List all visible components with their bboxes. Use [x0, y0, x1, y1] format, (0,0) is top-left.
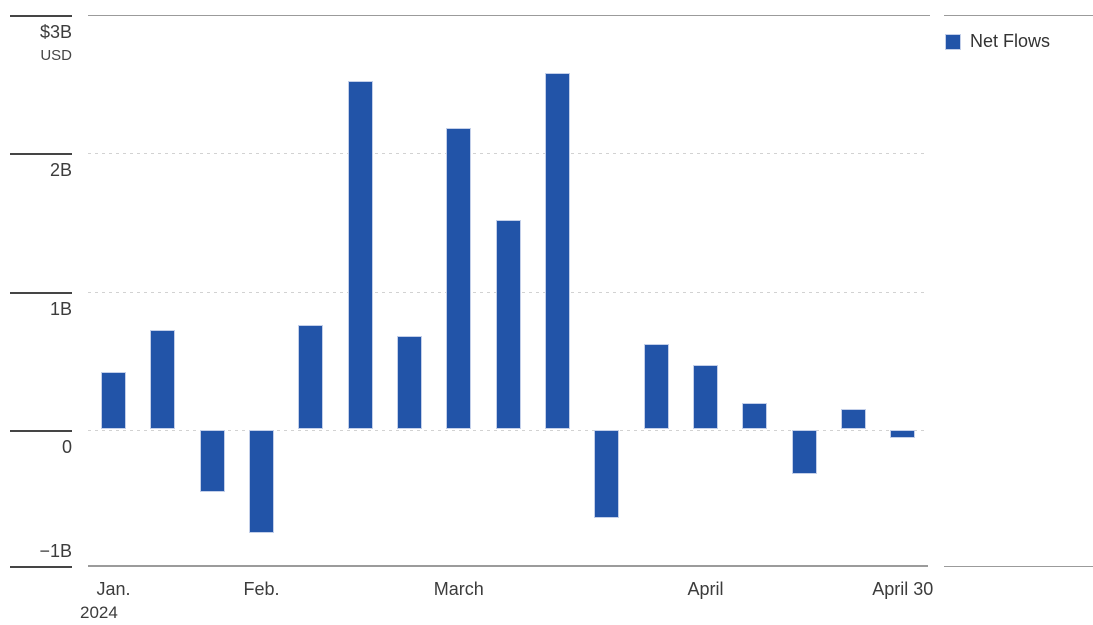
net-flows-bar[interactable]	[495, 220, 521, 430]
net-flows-bar[interactable]	[101, 371, 126, 430]
net-flows-bar[interactable]	[150, 330, 176, 430]
net-flows-bar[interactable]	[890, 429, 916, 438]
y-tick-mark	[10, 429, 72, 432]
y-tick-label: 2B	[49, 160, 72, 180]
y-tick-mark	[10, 153, 72, 155]
net-flows-bar[interactable]	[643, 344, 669, 430]
net-flows-bar[interactable]	[248, 429, 274, 533]
y-tick-mark	[10, 15, 72, 17]
x-axis-label: Jan.	[96, 579, 131, 599]
x-axis-label: April 30	[872, 579, 934, 599]
y-tick-label: −1B	[39, 541, 72, 561]
net-flows-bar[interactable]	[692, 364, 718, 430]
y-tick-label: 1B	[49, 298, 72, 319]
net-flows-bar[interactable]	[840, 408, 866, 430]
y-axis-unit-label: USD	[40, 47, 72, 64]
legend-item-net-flows[interactable]: Net Flows	[945, 31, 1050, 52]
net-flows-bar[interactable]	[791, 429, 817, 474]
net-flows-bar[interactable]	[544, 72, 570, 430]
y-tick-label: $3B USD	[0, 23, 72, 65]
plot-top-border	[88, 15, 930, 16]
x-axis-year-label: 2024	[80, 603, 118, 622]
net-flows-bar[interactable]	[347, 80, 373, 430]
x-axis-label: Feb.	[243, 579, 280, 599]
x-axis-label: April	[687, 579, 724, 599]
y-tick-mark	[10, 291, 72, 294]
net-flows-swatch-icon	[945, 33, 961, 50]
y-tick-mark	[10, 566, 72, 568]
net-flows-bar[interactable]	[298, 324, 324, 430]
gridline-2b	[88, 153, 928, 154]
net-flows-bar[interactable]	[396, 335, 422, 430]
net-flows-bar[interactable]	[446, 127, 472, 430]
legend-label: Net Flows	[970, 31, 1051, 51]
gridline-zero	[88, 429, 928, 431]
net-flows-bar[interactable]	[594, 429, 620, 518]
x-axis-line	[88, 565, 928, 567]
legend-bottom-border	[944, 566, 1093, 567]
net-flows-bar[interactable]	[199, 429, 225, 492]
y-tick-label: 0	[61, 436, 72, 457]
legend-top-border	[944, 15, 1093, 16]
net-flows-bar[interactable]	[742, 403, 768, 430]
x-axis-label: March	[433, 579, 484, 599]
